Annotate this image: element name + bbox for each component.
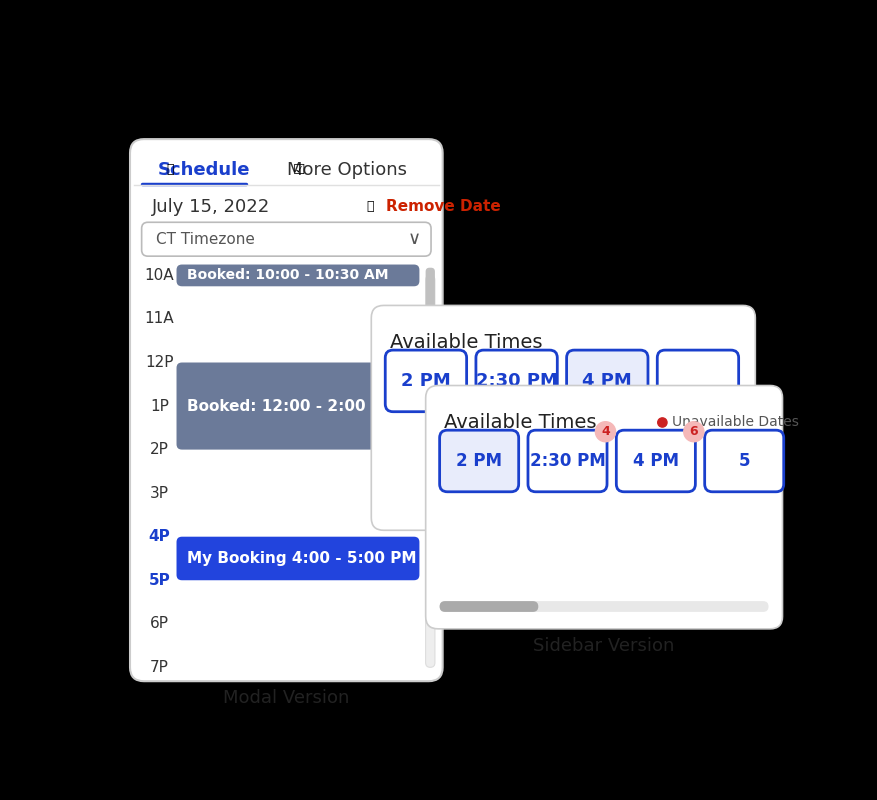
FancyBboxPatch shape	[617, 430, 695, 492]
Text: 5: 5	[738, 452, 750, 470]
Text: 2 PM: 2 PM	[456, 452, 503, 470]
FancyBboxPatch shape	[425, 386, 782, 629]
FancyBboxPatch shape	[385, 350, 467, 412]
Text: Unavailable Dates: Unavailable Dates	[672, 415, 799, 430]
FancyBboxPatch shape	[528, 430, 607, 492]
Text: My Booking 4:00 - 5:00 PM: My Booking 4:00 - 5:00 PM	[188, 551, 417, 566]
FancyBboxPatch shape	[657, 350, 738, 412]
FancyBboxPatch shape	[371, 306, 755, 530]
Text: 6P: 6P	[150, 616, 169, 631]
Text: 6: 6	[689, 426, 698, 438]
FancyBboxPatch shape	[439, 601, 538, 612]
Text: 2:30 PM: 2:30 PM	[530, 452, 605, 470]
Text: Remove Date: Remove Date	[386, 199, 501, 214]
Text: ☑: ☑	[293, 163, 305, 177]
Text: 📅: 📅	[167, 163, 174, 177]
Text: 5P: 5P	[148, 573, 170, 588]
Text: More Options: More Options	[287, 161, 407, 179]
FancyBboxPatch shape	[439, 601, 768, 612]
Text: Modal Version: Modal Version	[223, 689, 350, 707]
Text: Sidebar Version: Sidebar Version	[533, 637, 674, 654]
FancyBboxPatch shape	[176, 362, 419, 450]
FancyBboxPatch shape	[439, 430, 518, 492]
Text: 2P: 2P	[150, 442, 169, 457]
Text: 2:30 PM: 2:30 PM	[475, 372, 558, 390]
Text: 4 PM: 4 PM	[633, 452, 679, 470]
Text: 7P: 7P	[150, 660, 169, 675]
Text: 🗑: 🗑	[367, 200, 374, 214]
Text: 10A: 10A	[145, 268, 175, 283]
Text: Booked: 10:00 - 10:30 AM: Booked: 10:00 - 10:30 AM	[188, 269, 389, 282]
FancyBboxPatch shape	[705, 430, 784, 492]
Text: Available Times: Available Times	[390, 333, 542, 352]
FancyBboxPatch shape	[476, 350, 557, 412]
Text: Booked: 12:00 - 2:00 PM: Booked: 12:00 - 2:00 PM	[188, 398, 397, 414]
FancyBboxPatch shape	[176, 265, 419, 286]
Text: 12P: 12P	[146, 355, 174, 370]
FancyBboxPatch shape	[176, 537, 419, 580]
Text: 2 PM: 2 PM	[401, 372, 451, 390]
FancyBboxPatch shape	[425, 268, 435, 370]
Text: 3P: 3P	[150, 486, 169, 501]
Text: CT Timezone: CT Timezone	[155, 232, 254, 246]
FancyBboxPatch shape	[130, 139, 443, 682]
FancyBboxPatch shape	[142, 222, 431, 256]
FancyBboxPatch shape	[567, 350, 648, 412]
Text: 11A: 11A	[145, 311, 175, 326]
Circle shape	[658, 418, 667, 427]
Circle shape	[595, 422, 616, 442]
Text: Schedule: Schedule	[157, 161, 250, 179]
Text: 4: 4	[601, 426, 610, 438]
FancyBboxPatch shape	[425, 275, 435, 667]
Text: 1P: 1P	[150, 398, 169, 414]
Text: Available Times: Available Times	[445, 413, 596, 432]
Circle shape	[684, 422, 704, 442]
Text: 4P: 4P	[148, 529, 170, 544]
Text: 4 PM: 4 PM	[582, 372, 632, 390]
Text: ∨: ∨	[408, 230, 421, 248]
Text: July 15, 2022: July 15, 2022	[152, 198, 270, 216]
